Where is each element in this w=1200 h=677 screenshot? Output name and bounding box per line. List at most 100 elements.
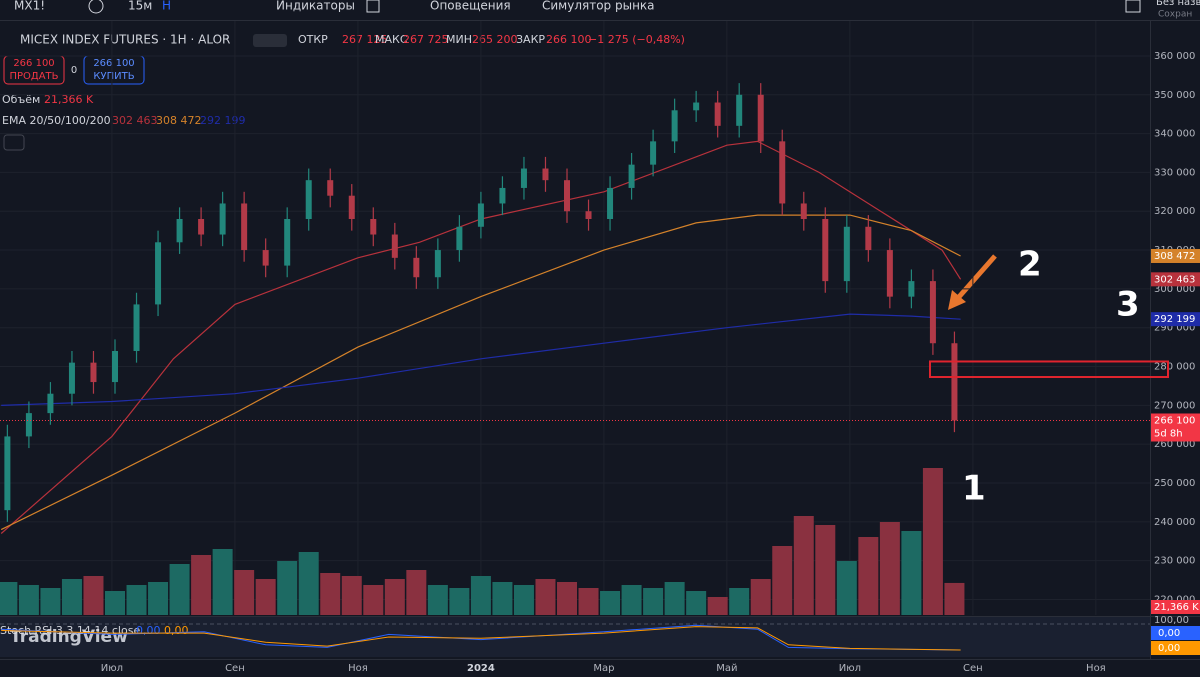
volume-bar: [578, 588, 599, 615]
volume-bar: [255, 579, 276, 615]
candle-body: [176, 219, 183, 243]
ema-tag: [1151, 272, 1200, 287]
candle-body: [520, 168, 527, 188]
x-tick-label: Июл: [101, 663, 123, 674]
candle-body: [112, 351, 118, 383]
volume-bar: [470, 576, 491, 615]
change-value: −1 275 (−0,48%): [588, 33, 685, 46]
templates-icon[interactable]: [366, 0, 380, 13]
volume-bar: [729, 588, 750, 615]
candle-body: [327, 180, 334, 196]
volume-bar: [105, 591, 125, 615]
candle-body: [779, 141, 786, 204]
candle-body: [370, 219, 377, 235]
status-badge: [253, 34, 287, 47]
y-tick-label: 280 000: [1154, 362, 1195, 373]
volume-bar: [815, 525, 836, 615]
y-tick-label: 270 000: [1154, 400, 1195, 411]
stoch-legend-value: 0,00: [164, 624, 189, 637]
candle-body: [607, 187, 614, 219]
candle-body: [929, 281, 936, 344]
collapse-button[interactable]: [3, 134, 25, 151]
sell-label: ПРОДАТЬ: [9, 71, 58, 82]
x-tick-label: Июл: [839, 663, 861, 674]
stoch-tick-label: 100,00: [1154, 615, 1189, 626]
add-icon[interactable]: [88, 0, 104, 14]
candle-body: [499, 187, 506, 204]
volume-bar: [836, 561, 857, 615]
volume-bar: [277, 561, 298, 615]
candle-body: [133, 304, 140, 351]
candle-body: [25, 413, 32, 437]
volume-bar: [643, 588, 664, 615]
arrow: [956, 254, 997, 300]
last-price-label: 266 100: [1154, 415, 1195, 426]
candle-body: [693, 102, 700, 111]
logo: TradingView: [10, 627, 128, 647]
layout-icon[interactable]: [1125, 0, 1141, 13]
candle-body: [262, 250, 269, 266]
ema-tag-label: 292 199: [1154, 314, 1195, 325]
buy-price: 266 100: [93, 58, 134, 69]
volume-bar: [83, 576, 104, 615]
y-tick-label: 360 000: [1154, 51, 1195, 62]
volume-bar: [772, 546, 793, 615]
volume-bar: [513, 585, 534, 615]
candle-body: [90, 362, 97, 383]
volume-bar: [535, 579, 556, 615]
ema-tag: [1151, 312, 1200, 327]
y-tick-label: 350 000: [1154, 90, 1195, 101]
x-tick-label: Ноя: [348, 663, 368, 674]
candle-body: [477, 203, 484, 227]
candle-body: [865, 226, 872, 251]
annotation: 3: [1116, 285, 1140, 325]
volume-bar: [341, 576, 362, 615]
layout-name[interactable]: Без назв: [1156, 0, 1200, 8]
y-tick-label: 330 000: [1154, 167, 1195, 178]
y-tick-label: 320 000: [1154, 206, 1195, 217]
volume-bar: [449, 588, 470, 615]
alerts-button[interactable]: Оповещения: [430, 0, 511, 13]
volume-bar: [879, 522, 900, 615]
interval[interactable]: 15м: [128, 0, 152, 13]
volume-bar: [707, 597, 728, 615]
y-tick-label: 250 000: [1154, 478, 1195, 489]
volume-bar: [600, 591, 621, 615]
volume-bar: [793, 516, 814, 615]
volume-bar: [384, 579, 405, 615]
volume-bar: [18, 585, 39, 615]
volume-bar: [191, 555, 212, 615]
volume-bar: [944, 582, 965, 615]
volume-bar: [750, 579, 771, 615]
high-value: 267 725: [403, 33, 449, 46]
candle-body: [348, 195, 355, 219]
indicators-button[interactable]: Индикаторы: [276, 0, 355, 13]
replay-button[interactable]: Симулятор рынка: [542, 0, 655, 13]
symbol[interactable]: MX1!: [14, 0, 45, 13]
candle-body: [628, 164, 635, 188]
candle-body: [822, 219, 829, 282]
candle-body: [542, 168, 549, 181]
ema-tag-label: 302 463: [1154, 274, 1195, 285]
volume-bar: [621, 585, 642, 615]
volume-legend-value: 21,366 K: [44, 93, 94, 106]
y-tick-label: 260 000: [1154, 439, 1195, 450]
volume-bar: [212, 549, 233, 615]
stoch-tag-label: 0,00: [1158, 628, 1180, 639]
ema-legend-value: 308 472: [156, 114, 202, 127]
x-tick-label: Мар: [593, 663, 614, 674]
volume-bar: [492, 582, 513, 615]
volume-bar: [298, 552, 319, 615]
x-tick-label: Ноя: [1086, 663, 1106, 674]
candle-body: [284, 219, 291, 266]
x-tick-label: Сен: [225, 663, 245, 674]
candle-body: [714, 102, 721, 126]
volume-bar: [922, 468, 943, 615]
volume-bar: [664, 582, 685, 615]
ema-line: [0, 140, 962, 534]
bar-type[interactable]: Н: [162, 0, 171, 13]
candle-body: [47, 393, 54, 414]
ema-line: [0, 214, 961, 531]
volume-bar: [40, 588, 61, 615]
